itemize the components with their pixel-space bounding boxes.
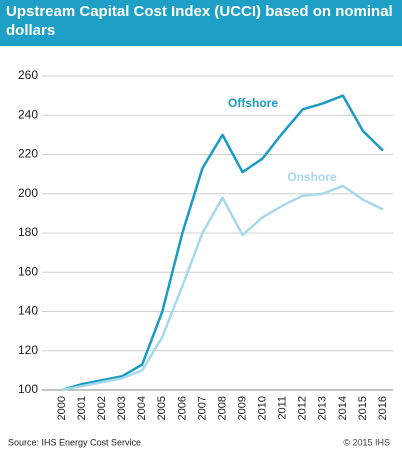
x-tick-label: 2016 <box>377 396 389 420</box>
series-label: Onshore <box>287 170 337 184</box>
x-tick-label: 2012 <box>297 396 309 420</box>
line <box>61 94 384 392</box>
source: Source: IHS Energy Cost Service <box>8 437 141 447</box>
copyright: © 2015 IHS <box>343 437 390 447</box>
y-tick-label: 180 <box>18 225 38 239</box>
x-tick-label: 2001 <box>76 396 88 420</box>
x-tick-label: 2010 <box>257 396 269 420</box>
x-tick-label: 2003 <box>116 396 128 420</box>
chart-title: Upstream Capital Cost Index (UCCI) based… <box>6 3 393 39</box>
line <box>61 184 384 392</box>
x-tick-label: 2009 <box>236 396 248 420</box>
y-tick-label: 120 <box>18 343 38 357</box>
title-box: Upstream Capital Cost Index (UCCI) based… <box>6 3 393 39</box>
y-tick-label: 140 <box>18 304 38 318</box>
x-tick-label: 2011 <box>277 396 289 420</box>
y-tick-label: 220 <box>18 147 38 161</box>
y-tick-label: 100 <box>18 382 38 396</box>
x-tick-label: 2002 <box>96 396 108 420</box>
y-tick-label: 160 <box>18 264 38 278</box>
x-tick-label: 2007 <box>196 396 208 420</box>
x-tick-label: 2008 <box>216 396 228 420</box>
title-banner <box>0 0 402 46</box>
x-tick-label: 2014 <box>337 396 349 420</box>
series-label: Offshore <box>228 96 278 110</box>
x-tick-label: 2004 <box>136 396 148 420</box>
x-tick-label: 2000 <box>56 396 68 420</box>
x-tick-label: 2015 <box>357 396 369 420</box>
x-tick-label: 2005 <box>156 396 168 420</box>
x-tick-label: 2013 <box>317 396 329 420</box>
y-tick-label: 240 <box>18 107 38 121</box>
x-tick-label: 2006 <box>176 396 188 420</box>
y-tick-label: 200 <box>18 186 38 200</box>
y-tick-label: 260 <box>18 68 38 82</box>
